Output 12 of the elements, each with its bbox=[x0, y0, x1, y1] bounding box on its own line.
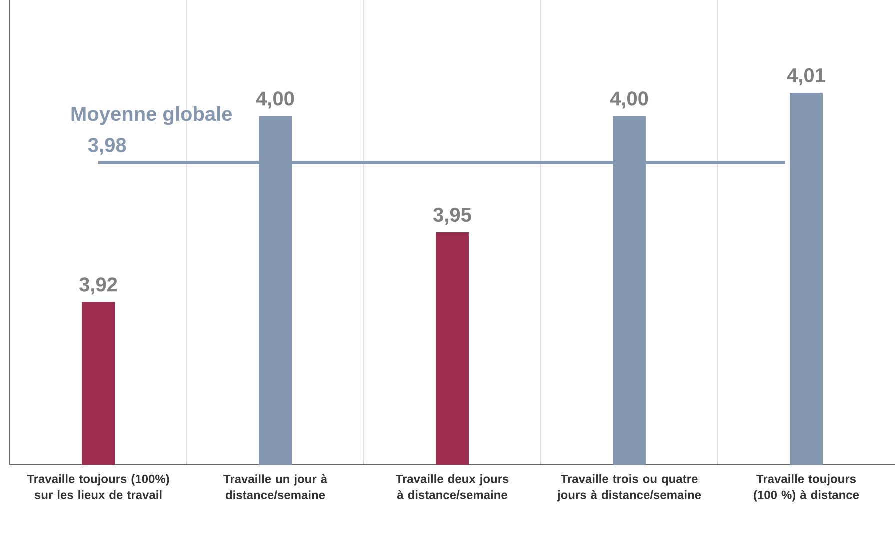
x-tick-label: Travaille toujours (100 %) à distance bbox=[754, 474, 860, 502]
annotation: 3,98 bbox=[88, 138, 126, 156]
data-label: 4,00 bbox=[256, 92, 294, 109]
x-tick-label: Travaille trois ou quatre jours à distance/semaine bbox=[557, 474, 702, 502]
data-label: 4,01 bbox=[787, 68, 826, 86]
ref-line-label: Moyenne globale bbox=[72, 106, 232, 126]
data-label: 3,92 bbox=[80, 278, 118, 295]
data-label: 4,00 bbox=[610, 92, 648, 109]
x-tick-label: Travaille un jour à distance/semaine bbox=[224, 474, 328, 500]
data-label: 3,95 bbox=[433, 208, 472, 225]
x-tick-label: Travaille deux jours à distance/semaine bbox=[396, 474, 509, 500]
x-tick-label: Travaille toujours (100%) sur les lieux de travail bbox=[27, 474, 170, 500]
